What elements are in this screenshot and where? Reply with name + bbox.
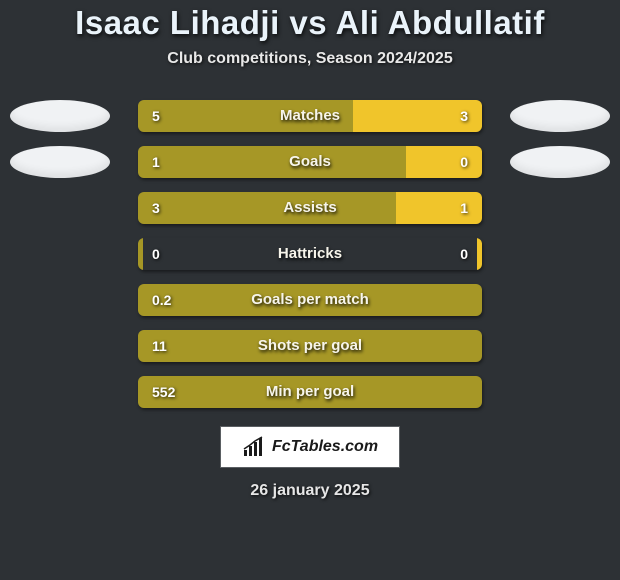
player1-bar bbox=[138, 146, 406, 178]
player2-value: 1 bbox=[446, 192, 482, 224]
stat-bar-track: 552Min per goal bbox=[138, 376, 482, 408]
stat-row: 53Matches bbox=[0, 100, 620, 132]
stat-row: 11Shots per goal bbox=[0, 330, 620, 362]
player1-value: 1 bbox=[138, 146, 174, 178]
player1-bar bbox=[138, 330, 482, 362]
player2-value: 0 bbox=[446, 238, 482, 270]
page-title: Isaac Lihadji vs Ali Abdullatif bbox=[0, 4, 620, 42]
player1-bar bbox=[138, 192, 396, 224]
source-badge-text: FcTables.com bbox=[272, 438, 378, 456]
player2-club-logo bbox=[510, 100, 610, 132]
stat-bar-track: 31Assists bbox=[138, 192, 482, 224]
player1-club-logo bbox=[10, 100, 110, 132]
player1-bar bbox=[138, 376, 482, 408]
stat-row: 31Assists bbox=[0, 192, 620, 224]
player2-club-logo bbox=[510, 146, 610, 178]
player1-value: 5 bbox=[138, 100, 174, 132]
stat-bar-track: 0 0Hattricks bbox=[138, 238, 482, 270]
stat-bar-track: 53Matches bbox=[138, 100, 482, 132]
stat-bar-track: 0.2Goals per match bbox=[138, 284, 482, 316]
stat-row: 10Goals bbox=[0, 146, 620, 178]
page-subtitle: Club competitions, Season 2024/2025 bbox=[0, 50, 620, 68]
player1-value: 0 bbox=[138, 238, 174, 270]
source-badge: FcTables.com bbox=[220, 426, 400, 468]
player2-value: 3 bbox=[446, 100, 482, 132]
stat-rows: 53Matches10Goals31Assists00Hattricks0.2G… bbox=[0, 100, 620, 408]
player2-value: 0 bbox=[446, 146, 482, 178]
stat-row: 0.2Goals per match bbox=[0, 284, 620, 316]
stat-label: Hattricks bbox=[138, 238, 482, 270]
snapshot-date: 26 january 2025 bbox=[0, 482, 620, 500]
stat-bar-track: 11Shots per goal bbox=[138, 330, 482, 362]
player1-value: 0.2 bbox=[138, 284, 185, 316]
player1-value: 11 bbox=[138, 330, 181, 362]
player1-bar bbox=[138, 284, 482, 316]
comparison-infographic: Isaac Lihadji vs Ali Abdullatif Club com… bbox=[0, 0, 620, 500]
player1-club-logo bbox=[10, 146, 110, 178]
player1-value: 3 bbox=[138, 192, 174, 224]
stat-bar-track: 10Goals bbox=[138, 146, 482, 178]
stat-row: 0 0Hattricks bbox=[0, 238, 620, 270]
growth-bars-icon bbox=[242, 436, 266, 458]
player1-value: 552 bbox=[138, 376, 189, 408]
stat-row: 552Min per goal bbox=[0, 376, 620, 408]
